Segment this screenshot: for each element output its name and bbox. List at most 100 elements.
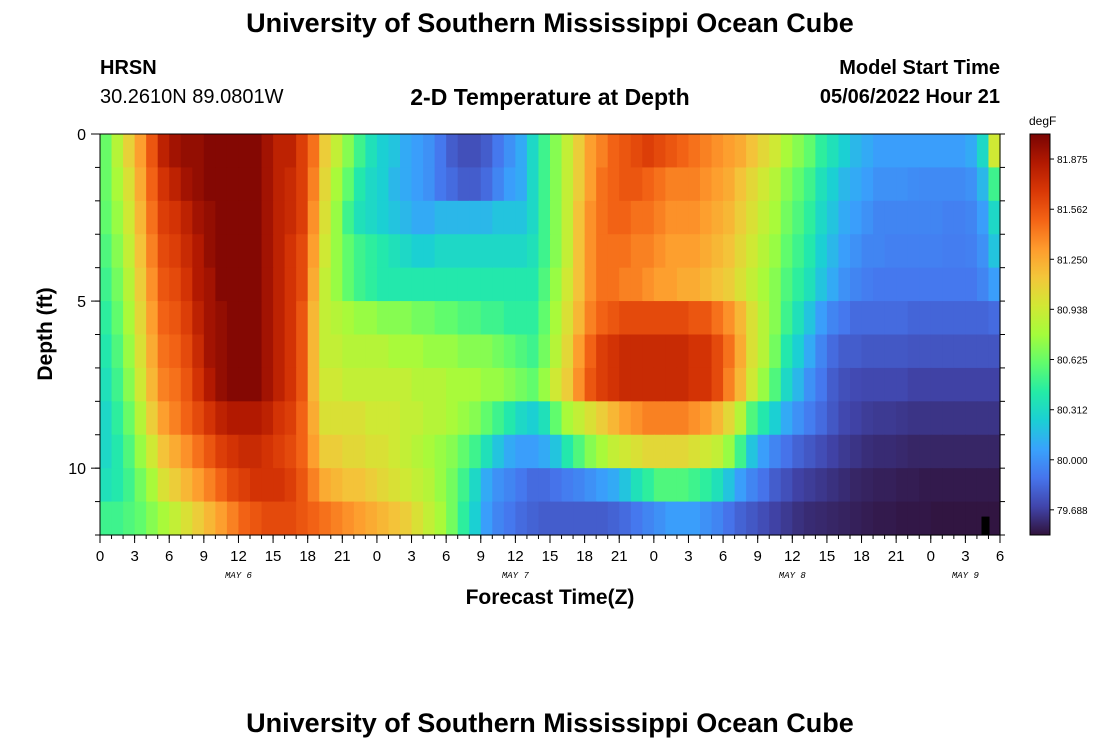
heatmap-cells	[100, 134, 1001, 536]
heatmap-cell	[169, 501, 182, 536]
heatmap-cell	[146, 167, 159, 202]
heatmap-cell	[434, 234, 447, 269]
heatmap-cell	[988, 200, 1001, 235]
heatmap-cell	[838, 200, 851, 235]
heatmap-cell	[769, 367, 782, 402]
heatmap-cell	[538, 501, 551, 536]
heatmap-cell	[596, 234, 609, 269]
heatmap-cell	[169, 468, 182, 503]
x-tick-label: 21	[611, 548, 628, 565]
heatmap-cell	[907, 367, 920, 402]
heatmap-cell	[469, 434, 482, 469]
heatmap-cell	[365, 200, 378, 235]
heatmap-cell	[400, 334, 413, 369]
colorbar-tick-label: 80.312	[1057, 406, 1088, 417]
heatmap-cell	[319, 267, 332, 302]
heatmap-cell	[838, 468, 851, 503]
heatmap-cell	[884, 334, 897, 369]
heatmap-cell	[976, 167, 990, 202]
heatmap-cell	[930, 367, 943, 402]
heatmap-cell	[826, 234, 840, 269]
heatmap-cell	[169, 334, 182, 369]
heatmap-cell	[861, 367, 874, 402]
heatmap-cell	[134, 267, 147, 302]
heatmap-cell	[746, 167, 759, 202]
heatmap-cell	[976, 234, 990, 269]
heatmap-cell	[873, 334, 886, 369]
heatmap-cell	[480, 200, 493, 235]
heatmap-cell	[919, 434, 932, 469]
heatmap-cell	[850, 434, 863, 469]
heatmap-cell	[538, 301, 551, 336]
heatmap-cell	[723, 301, 736, 336]
heatmap-cell	[307, 367, 320, 402]
heatmap-cell	[203, 200, 216, 235]
heatmap-cell	[526, 234, 540, 269]
heatmap-cell	[434, 401, 447, 436]
heatmap-cell	[792, 301, 805, 336]
heatmap-cell	[953, 367, 966, 402]
heatmap-cell	[873, 401, 886, 436]
heatmap-cell	[653, 200, 666, 235]
heatmap-cell	[100, 234, 113, 269]
heatmap-cell	[400, 134, 413, 169]
heatmap-cell	[284, 301, 297, 336]
data-marker	[981, 516, 990, 535]
heatmap-cell	[330, 501, 343, 536]
heatmap-cell	[676, 434, 690, 469]
heatmap-cell	[919, 267, 932, 302]
heatmap-cell	[226, 267, 240, 302]
heatmap-cell	[515, 167, 528, 202]
heatmap-cell	[423, 234, 436, 269]
heatmap-cell	[850, 334, 863, 369]
heatmap-cell	[434, 167, 447, 202]
heatmap-cell	[123, 200, 136, 235]
heatmap-cell	[850, 367, 863, 402]
heatmap-cell	[365, 267, 378, 302]
heatmap-cell	[388, 301, 401, 336]
heatmap-cell	[503, 434, 516, 469]
heatmap-cell	[180, 167, 193, 202]
heatmap-cell	[146, 501, 159, 536]
heatmap-cell	[688, 200, 701, 235]
heatmap-cell	[769, 434, 782, 469]
heatmap-cell	[919, 401, 932, 436]
heatmap-cell	[400, 434, 413, 469]
heatmap-cell	[157, 234, 170, 269]
heatmap-cell	[250, 468, 263, 503]
heatmap-cell	[584, 434, 597, 469]
day-label: MAY 6	[225, 571, 253, 581]
heatmap-cell	[238, 200, 251, 235]
heatmap-cell	[111, 334, 124, 369]
heatmap-cell	[688, 267, 701, 302]
heatmap-cell	[307, 468, 320, 503]
heatmap-cell	[169, 234, 182, 269]
heatmap-cell	[884, 134, 897, 169]
heatmap-cell	[896, 134, 909, 169]
heatmap-cell	[942, 301, 955, 336]
heatmap-cell	[446, 434, 459, 469]
heatmap-cell	[480, 367, 493, 402]
heatmap-cell	[457, 367, 470, 402]
heatmap-cell	[780, 401, 793, 436]
heatmap-cell	[688, 301, 701, 336]
heatmap-cell	[342, 434, 355, 469]
heatmap-cell	[169, 134, 182, 169]
heatmap-cell	[942, 167, 955, 202]
heatmap-cell	[746, 134, 759, 169]
heatmap-cell	[446, 501, 459, 536]
heatmap-cell	[988, 167, 1001, 202]
x-tick-label: 0	[373, 548, 381, 565]
heatmap-cell	[203, 401, 216, 436]
heatmap-cell	[907, 200, 920, 235]
heatmap-cell	[838, 401, 851, 436]
heatmap-cell	[861, 334, 874, 369]
heatmap-cell	[469, 234, 482, 269]
heatmap-cell	[353, 234, 366, 269]
heatmap-cell	[607, 334, 620, 369]
heatmap-cell	[700, 468, 713, 503]
heatmap-cell	[907, 334, 920, 369]
heatmap-cell	[503, 401, 516, 436]
heatmap-cell	[146, 301, 159, 336]
heatmap-cell	[226, 234, 240, 269]
